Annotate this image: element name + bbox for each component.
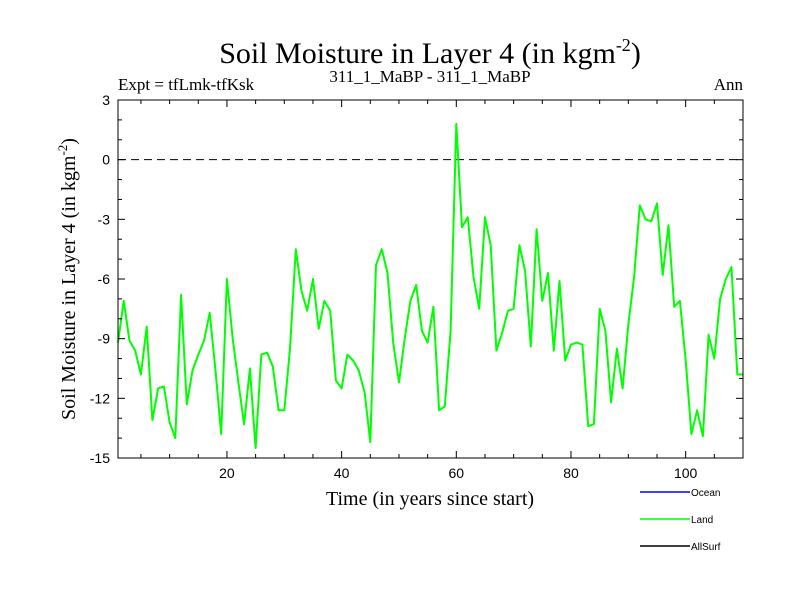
x-tick-label: 80 — [563, 465, 579, 481]
y-tick-label: -6 — [98, 271, 111, 287]
y-tick-label: 0 — [102, 152, 110, 168]
y-tick-label: -15 — [90, 450, 110, 466]
y-axis-label-end: ) — [58, 138, 80, 145]
chart-title-main: Soil Moisture in Layer 4 (in kgm — [219, 37, 616, 70]
axis-ticks-group: 3 0 -3 -6 -9 -12 -15 20 40 60 80 100 — [90, 92, 743, 481]
y-tick-label: 3 — [102, 92, 110, 108]
plot-frame — [117, 99, 744, 459]
y-axis-label-sup: -2 — [55, 145, 70, 156]
chart-title-sup: -2 — [616, 35, 631, 55]
chart-title: Soil Moisture in Layer 4 (in kgm-2) — [219, 35, 641, 70]
x-tick-label: 40 — [334, 465, 350, 481]
y-axis-label: Soil Moisture in Layer 4 (in kgm-2) — [55, 138, 80, 420]
y-tick-label: -12 — [90, 390, 110, 406]
x-tick-label: 20 — [219, 465, 235, 481]
y-tick-label: -3 — [98, 211, 111, 227]
legend-label-allsurf: AllSurf — [691, 542, 721, 553]
subtitle-left: Expt = tfLmk-tfKsk — [118, 75, 255, 94]
series-line-land — [117, 122, 743, 450]
series-group — [117, 122, 743, 450]
subtitle-center: 311_1_MaBP - 311_1_MaBP — [329, 67, 530, 86]
y-axis-label-main: Soil Moisture in Layer 4 (in kgm — [58, 155, 80, 420]
legend: Ocean Land AllSurf — [640, 488, 721, 553]
subtitle-right: Ann — [714, 75, 744, 94]
x-axis-label: Time (in years since start) — [326, 488, 534, 510]
chart-title-end: ) — [631, 37, 641, 70]
y-tick-label: -9 — [98, 331, 111, 347]
legend-label-land: Land — [691, 515, 713, 526]
legend-label-ocean: Ocean — [691, 488, 720, 499]
x-tick-label: 100 — [674, 465, 698, 481]
x-tick-label: 60 — [449, 465, 465, 481]
